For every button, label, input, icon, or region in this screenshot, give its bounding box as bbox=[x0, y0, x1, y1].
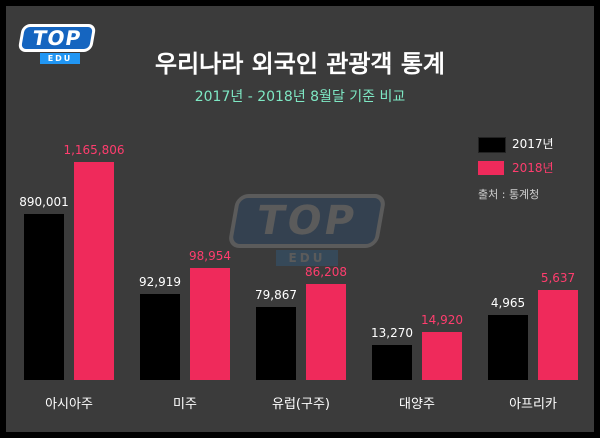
category-label-0: 아시아주 bbox=[45, 397, 93, 412]
value-label-2018-2: 86,208 bbox=[305, 265, 347, 279]
chart-frame: TOP EDU 우리나라 외국인 관광객 통계 2017년 - 2018년 8월… bbox=[6, 6, 594, 432]
category-label-4: 아프리카 bbox=[509, 397, 557, 412]
bar-2017-1 bbox=[140, 294, 180, 380]
value-label-2017-2: 79,867 bbox=[255, 288, 297, 302]
category-label-2: 유럽(구주) bbox=[272, 397, 330, 412]
legend-label-2018: 2018년 bbox=[512, 161, 554, 175]
bar-chart: 890,001 1,165,806 아시아주 92,919 98,954 미주 79,867… bbox=[19, 143, 578, 412]
category-label-3: 대양주 bbox=[399, 397, 435, 412]
legend-item-2017: 2017년 bbox=[478, 136, 594, 153]
value-label-2018-0: 1,165,806 bbox=[63, 143, 124, 157]
chart-title: 우리나라 외국인 관광객 통계 bbox=[154, 50, 446, 78]
source-note: 출처 : 통계청 bbox=[478, 188, 540, 201]
value-label-2018-4: 5,637 bbox=[541, 271, 575, 285]
legend-swatch-2017 bbox=[478, 137, 506, 153]
value-label-2017-1: 92,919 bbox=[139, 275, 181, 289]
watermark-subtext: EDU bbox=[276, 250, 338, 266]
bar-2018-2 bbox=[306, 284, 346, 380]
value-label-2017-4: 4,965 bbox=[491, 296, 525, 310]
bar-2017-0 bbox=[24, 214, 64, 380]
watermark-logo: TOP EDU bbox=[227, 194, 387, 268]
category-label-1: 미주 bbox=[173, 397, 197, 412]
logo-subtext: EDU bbox=[40, 53, 80, 64]
value-label-2017-0: 890,001 bbox=[19, 195, 69, 209]
value-label-2017-3: 13,270 bbox=[371, 326, 413, 340]
bar-2017-2 bbox=[256, 307, 296, 380]
bar-2018-3 bbox=[422, 332, 462, 380]
value-label-2018-3: 14,920 bbox=[421, 313, 463, 327]
bar-2017-4 bbox=[488, 315, 528, 380]
bar-2018-0 bbox=[74, 162, 114, 380]
value-label-2018-1: 98,954 bbox=[189, 249, 231, 263]
top-edu-logo: TOP EDU bbox=[17, 24, 97, 64]
bar-2018-4 bbox=[538, 290, 578, 380]
legend-item-2018: 2018년 bbox=[478, 160, 594, 176]
chart-subtitle: 2017년 - 2018년 8월달 기준 비교 bbox=[194, 89, 406, 105]
bar-2017-3 bbox=[372, 345, 412, 380]
legend-label-2017: 2017년 bbox=[512, 137, 554, 151]
bar-2018-1 bbox=[190, 268, 230, 380]
legend-swatch-2018 bbox=[478, 161, 504, 175]
